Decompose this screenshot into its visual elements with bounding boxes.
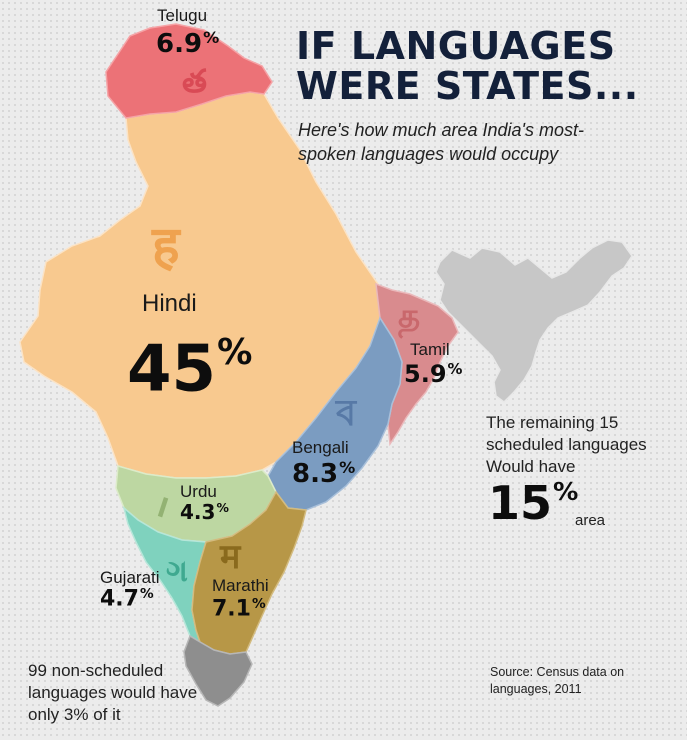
hindi-label: Hindi: [142, 290, 197, 317]
urdu-percent: 4.3%: [180, 500, 229, 524]
subtitle: Here's how much area India's most-spoken…: [298, 120, 584, 164]
region-marathi: [191, 490, 307, 655]
urdu-label: Urdu: [180, 482, 217, 501]
bengali-label: Bengali: [292, 438, 349, 457]
tamil-script-glyph: த: [398, 296, 421, 336]
marathi-script-glyph: म: [220, 537, 241, 577]
bengali-percent: 8.3%: [292, 458, 356, 489]
marathi-label: Marathi: [212, 576, 269, 595]
remaining-unit: area: [575, 512, 606, 529]
tamil-label: Tamil: [410, 340, 450, 359]
region-telugu: [105, 23, 273, 119]
remaining-languages-note: The remaining 15 scheduled languages Wou…: [486, 413, 647, 476]
telugu-label: Telugu: [157, 6, 208, 25]
tamil-percent: 5.9%: [404, 360, 463, 389]
remaining-percent: 15%: [488, 476, 579, 530]
region-remaining-languages: [435, 239, 633, 403]
gujarati-label: Gujarati: [100, 568, 160, 587]
title-line-2: WERE STATES...: [296, 64, 639, 108]
telugu-percent: 6.9%: [156, 28, 220, 59]
telugu-script-glyph: త: [182, 62, 207, 100]
title-line-1: IF LANGUAGES: [296, 24, 616, 68]
hindi-percent: 45%: [127, 332, 253, 407]
hindi-script-glyph: ह: [152, 216, 180, 276]
marathi-percent: 7.1%: [212, 596, 266, 622]
gujarati-percent: 4.7%: [100, 586, 154, 612]
non-scheduled-note: 99 non-scheduled languages would have on…: [28, 661, 198, 724]
region-non-scheduled: [183, 634, 253, 707]
bengali-script-glyph: ব: [336, 393, 357, 434]
gujarati-script-glyph: ગ: [166, 554, 188, 589]
source-note: Source: Census data on languages, 2011: [490, 665, 625, 696]
